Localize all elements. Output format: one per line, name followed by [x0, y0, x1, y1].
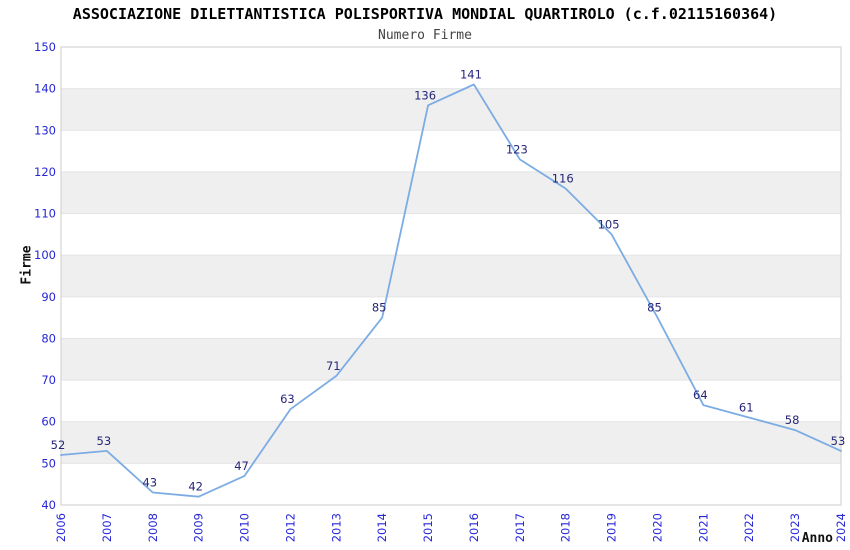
y-tick-label: 150	[34, 40, 56, 54]
x-tick-label: 2020	[650, 513, 664, 542]
y-tick-label: 70	[41, 373, 56, 387]
x-tick-label: 2024	[834, 513, 848, 542]
point-label: 141	[460, 67, 482, 81]
chart-subtitle: Numero Firme	[378, 28, 472, 43]
x-tick-label: 2013	[329, 513, 343, 542]
x-tick-label: 2018	[559, 513, 573, 542]
x-tick-label: 2016	[467, 513, 481, 542]
point-label: 61	[739, 401, 754, 415]
grid-band	[61, 338, 841, 381]
point-label: 63	[280, 392, 295, 406]
point-label: 85	[647, 301, 662, 315]
x-tick-label: 2012	[283, 513, 297, 542]
y-tick-label: 100	[34, 248, 56, 262]
point-label: 52	[51, 438, 66, 452]
point-label: 43	[142, 476, 157, 490]
y-tick-label: 110	[34, 207, 56, 221]
y-tick-label: 120	[34, 165, 56, 179]
grid-band	[61, 421, 841, 464]
chart-title: ASSOCIAZIONE DILETTANTISTICA POLISPORTIV…	[72, 5, 778, 23]
x-tick-label: 2007	[100, 513, 114, 542]
point-label: 85	[372, 301, 387, 315]
grid-band	[61, 171, 841, 214]
x-tick-label: 2014	[375, 513, 389, 542]
y-tick-label: 90	[41, 290, 56, 304]
y-tick-label: 130	[34, 123, 56, 137]
point-label: 136	[414, 88, 436, 102]
x-tick-label: 2023	[788, 513, 802, 542]
x-tick-label: 2008	[146, 513, 160, 542]
x-tick-label: 2022	[742, 513, 756, 542]
point-label: 71	[326, 359, 341, 373]
x-tick-label: 2019	[605, 513, 619, 542]
point-label: 64	[693, 388, 708, 402]
point-label: 58	[785, 413, 800, 427]
series-line	[60, 83, 842, 498]
plot-border	[60, 46, 842, 506]
point-label: 53	[97, 434, 112, 448]
x-tick-label: 2006	[54, 513, 68, 542]
y-tick-label: 60	[41, 415, 56, 429]
x-tick-label: 2009	[192, 513, 206, 542]
y-tick-label: 140	[34, 82, 56, 96]
point-label: 53	[831, 434, 846, 448]
point-label: 42	[188, 480, 203, 494]
y-tick-label: 40	[41, 498, 56, 512]
point-label: 123	[506, 142, 528, 156]
y-tick-label: 50	[41, 456, 56, 470]
x-tick-label: 2015	[421, 513, 435, 542]
x-axis-title: Anno	[801, 531, 833, 546]
point-label: 116	[552, 172, 574, 186]
x-tick-label: 2010	[238, 513, 252, 542]
y-tick-label: 80	[41, 331, 56, 345]
point-label: 47	[234, 459, 249, 473]
x-tick-label: 2017	[513, 513, 527, 542]
x-tick-label: 2021	[696, 513, 710, 542]
point-label: 105	[598, 217, 620, 231]
grid-band	[61, 255, 841, 297]
